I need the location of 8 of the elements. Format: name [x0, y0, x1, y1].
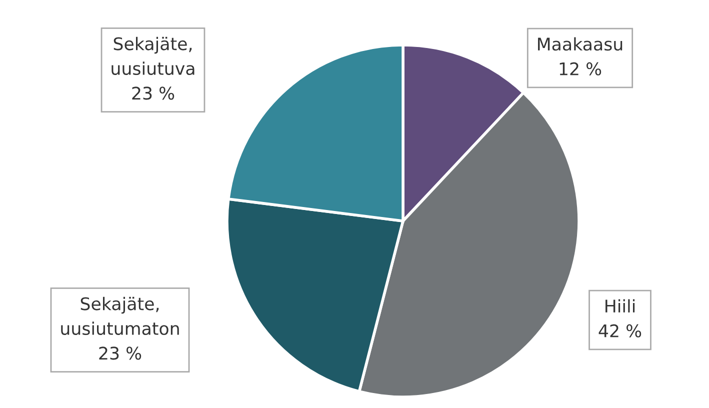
slice-label: Sekajäte, uusiutuva: [112, 36, 194, 76]
slice-label: Maakaasu: [538, 37, 622, 51]
data-label: 12 %: [560, 62, 602, 76]
data-label: 23 %: [99, 346, 142, 360]
slice-label: Sekajäte, uusiutumaton: [61, 296, 179, 336]
slice-label: Hiili: [606, 299, 635, 312]
data-label: 42 %: [598, 324, 642, 338]
data-label: 23 %: [132, 86, 174, 100]
